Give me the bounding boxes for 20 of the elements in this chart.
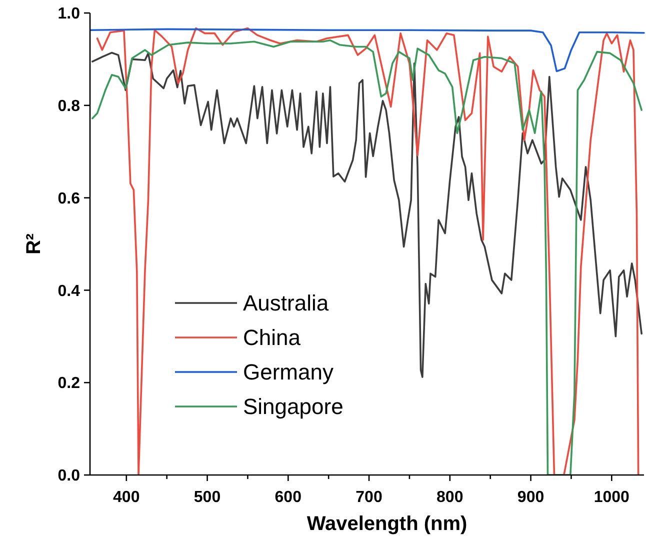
y-tick-label: 0.6: [58, 190, 80, 208]
legend-label: Singapore: [243, 394, 344, 420]
y-tick-label: 0.4: [58, 282, 80, 300]
legend-label: China: [243, 325, 302, 350]
y-axis-title: R²: [23, 233, 45, 255]
y-tick-label: 1.0: [58, 6, 80, 23]
y-tick-label: 0.2: [58, 375, 80, 392]
line-series: [90, 28, 645, 72]
legend-label: Germany: [243, 360, 334, 385]
x-tick-label: 900: [517, 489, 544, 506]
y-tick-label: 0.8: [58, 98, 80, 115]
x-axis-title: Wavelength (nm): [306, 513, 468, 535]
x-tick-label: 800: [436, 489, 464, 506]
x-tick-label: 600: [274, 489, 302, 506]
legend-label: Australia: [243, 290, 330, 316]
x-tick-label: 700: [356, 489, 382, 506]
x-tick-label: 500: [194, 489, 221, 506]
x-tick-label: 400: [113, 489, 140, 506]
y-tick-label: 0.0: [58, 468, 80, 485]
x-tick-label: 1000: [594, 489, 630, 506]
